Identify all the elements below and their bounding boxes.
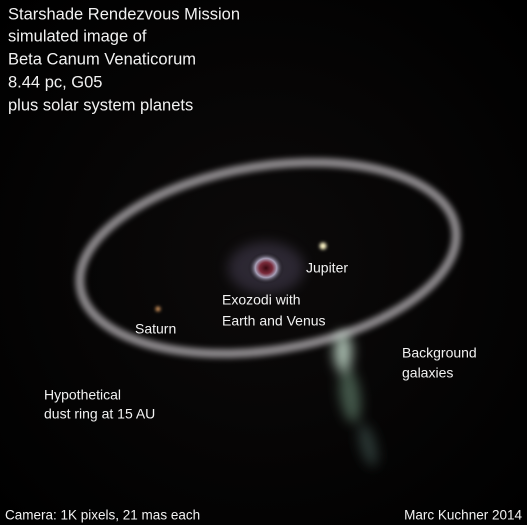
jupiter-label: Jupiter [306,260,348,276]
exozodi-label: Earth and Venus [222,313,326,329]
title-line: 8.44 pc, G05 [8,73,102,91]
title-line: plus solar system planets [8,96,193,114]
saturn-dot [156,307,161,312]
camera-note: Camera: 1K pixels, 21 mas each [5,508,200,523]
exozodi-label: Exozodi with [222,292,301,308]
ring-label: dust ring at 15 AU [44,406,155,422]
title-line: Beta Canum Venaticorum [8,50,196,68]
simulated-image: Starshade Rendezvous Mission simulated i… [0,0,527,525]
galaxies-label: Background [402,345,477,361]
jupiter-dot [320,243,327,250]
credit: Marc Kuchner 2014 [404,508,522,523]
title-line: Starshade Rendezvous Mission [8,5,240,23]
galaxies-label: galaxies [402,365,453,381]
title-line: simulated image of [8,27,147,45]
ring-label: Hypothetical [44,387,121,403]
saturn-label: Saturn [135,321,176,337]
star-core [248,252,284,284]
